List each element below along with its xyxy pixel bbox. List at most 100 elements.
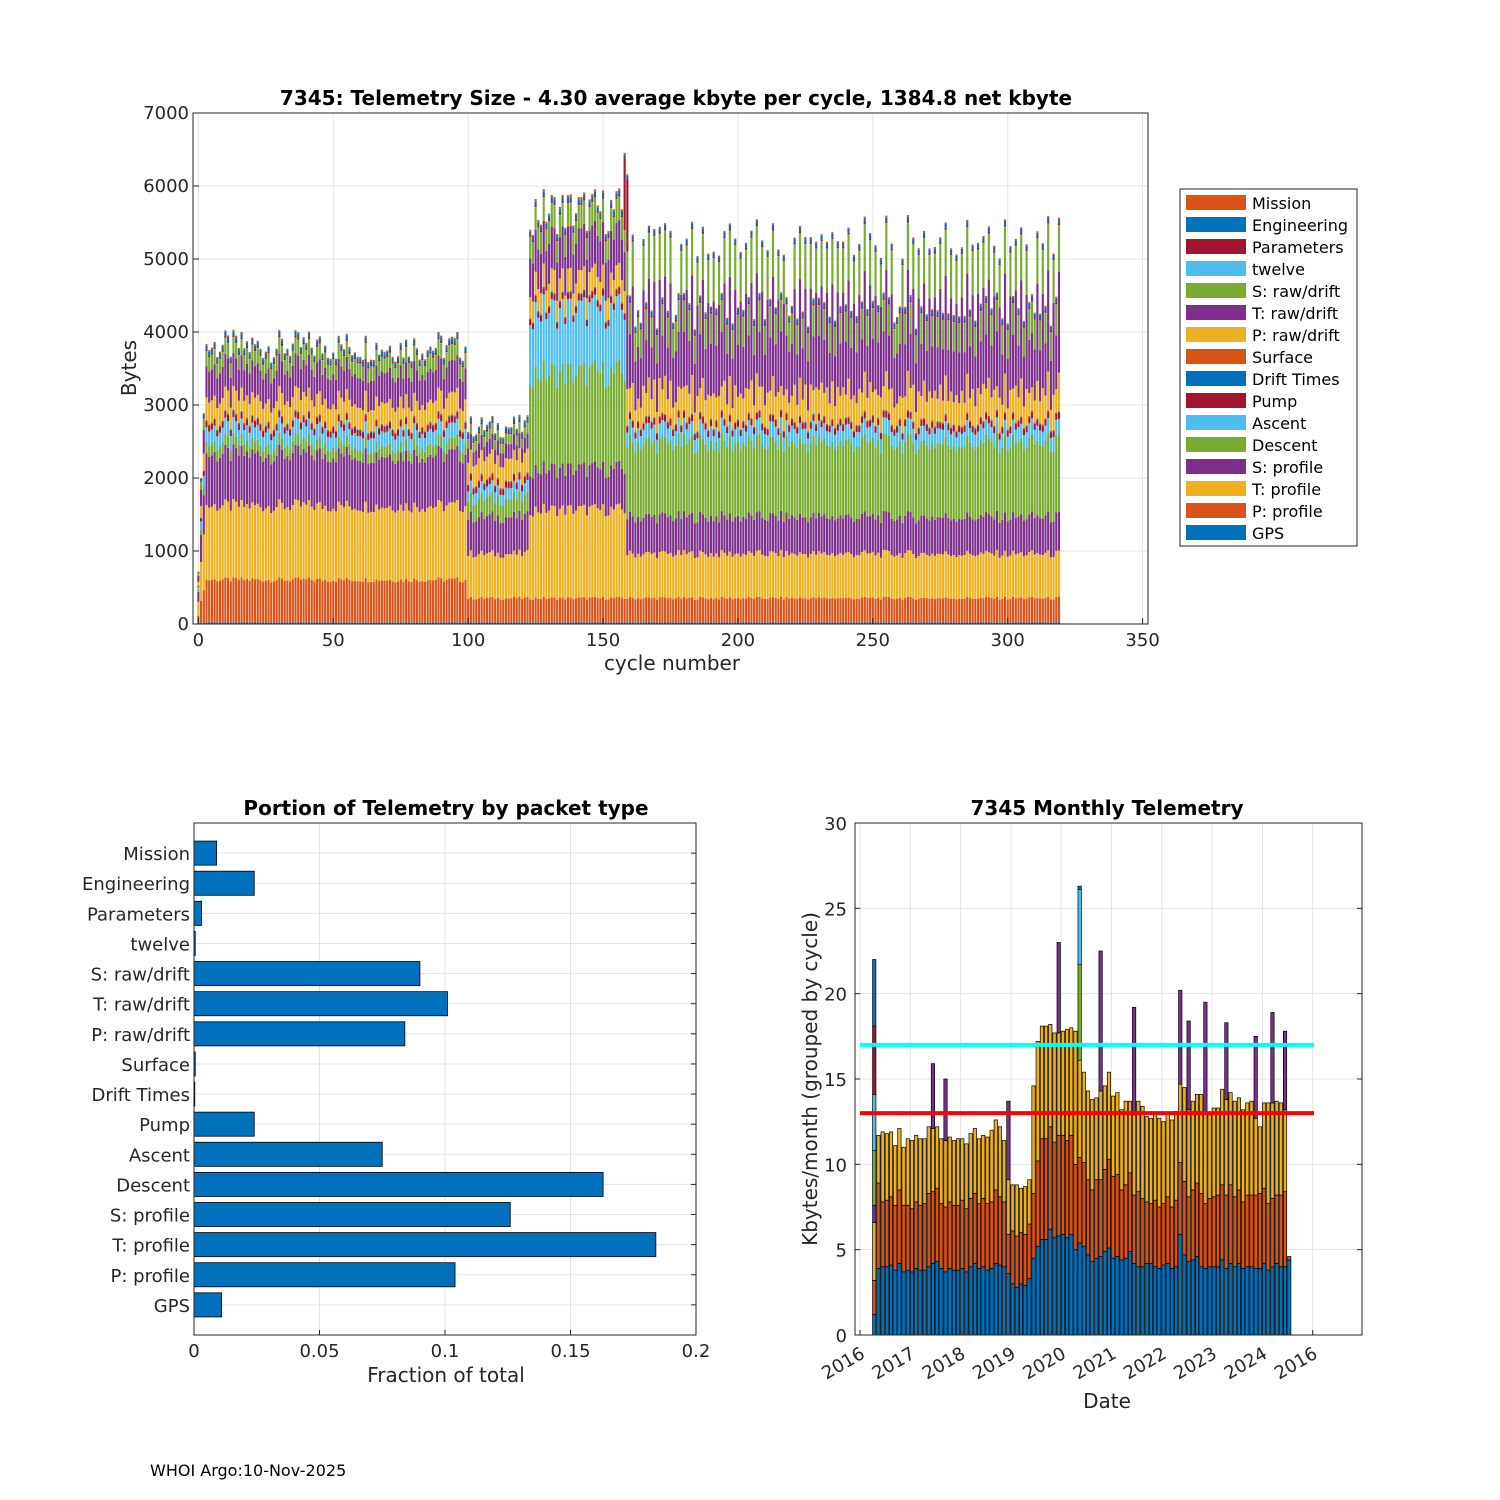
top-bar-segment	[566, 197, 570, 202]
top-bar-segment	[521, 555, 524, 599]
top-bar-segment	[569, 298, 572, 364]
top-bar-segment	[294, 622, 297, 624]
top-bar-segment	[396, 510, 400, 582]
top-bar-segment	[914, 622, 918, 624]
top-bar-segment	[502, 467, 505, 489]
top-bar-segment	[383, 432, 386, 448]
top-bar-segment	[548, 221, 551, 244]
top-bar-segment	[882, 331, 885, 387]
top-bar-segment	[1001, 555, 1004, 599]
top-bar-segment	[734, 622, 737, 624]
top-bar-segment	[885, 596, 888, 623]
top-bar-segment	[289, 360, 292, 363]
top-bar-segment	[550, 597, 553, 623]
top-bar-segment	[863, 511, 866, 551]
top-bar-segment	[496, 430, 499, 441]
top-bar-segment	[526, 473, 529, 480]
top-bar-segment	[372, 438, 375, 453]
top-bar-segment	[677, 300, 680, 332]
top-bar-segment	[380, 456, 383, 508]
top-bar-segment	[612, 280, 615, 303]
top-bar-segment	[904, 441, 907, 516]
top-bar-segment	[369, 431, 373, 432]
top-bar-segment	[405, 418, 408, 425]
top-bar-segment	[305, 420, 308, 427]
top-bar-segment	[785, 622, 788, 624]
top-bar-segment	[998, 307, 1001, 398]
top-bar-segment	[275, 430, 278, 446]
top-bar-segment	[655, 335, 659, 364]
top-bar-segment	[936, 311, 939, 316]
top-bar-segment	[747, 304, 750, 336]
top-bar-segment	[585, 238, 588, 260]
top-bar-segment	[1025, 245, 1028, 250]
top-bar-segment	[693, 440, 696, 455]
top-bar-segment	[272, 581, 276, 623]
top-bar-segment	[750, 231, 753, 236]
top-bar-segment	[766, 520, 769, 557]
top-bar-segment	[334, 431, 338, 432]
top-bar-segment	[766, 299, 769, 393]
top-bar-segment	[604, 241, 607, 263]
top-bar-segment	[402, 408, 405, 430]
top-bar-segment	[650, 443, 653, 518]
top-bar-segment	[259, 430, 262, 446]
top-bar-segment	[561, 597, 564, 623]
top-bar-segment	[456, 387, 459, 411]
top-bar-segment	[931, 421, 934, 428]
top-bar-segment	[634, 452, 637, 523]
top-bar-segment	[761, 240, 764, 242]
top-bar-segment	[278, 432, 281, 445]
top-bar-segment	[537, 310, 540, 312]
top-bar-segment	[208, 355, 211, 358]
top-bar-segment	[774, 419, 777, 420]
top-bar-segment	[833, 427, 837, 429]
top-bar-segment	[216, 450, 219, 462]
top-bar-segment	[995, 300, 999, 332]
top-bar-segment	[615, 289, 618, 297]
top-bar-segment	[717, 395, 721, 432]
top-bar-segment	[599, 373, 602, 470]
top-bar-segment	[324, 454, 327, 506]
top-bar-segment	[974, 427, 977, 429]
top-bar-segment	[693, 433, 696, 435]
top-bar-segment	[955, 303, 958, 396]
top-bar-segment	[221, 442, 224, 454]
top-bar-segment	[914, 433, 918, 435]
top-bar-segment	[879, 622, 883, 624]
top-bar-segment	[1030, 295, 1034, 300]
top-bar-segment	[359, 361, 362, 364]
top-bar-segment	[618, 622, 621, 624]
top-bar-segment	[448, 338, 451, 340]
top-bar-segment	[340, 420, 343, 422]
top-bar-segment	[807, 599, 810, 623]
top-bar-segment	[1009, 519, 1012, 556]
top-bar-segment	[432, 350, 435, 353]
top-bar-segment	[545, 313, 548, 320]
top-bar-segment	[898, 440, 901, 516]
top-bar-segment	[316, 622, 319, 624]
top-bar-segment	[496, 479, 499, 486]
top-bar-segment	[426, 357, 429, 372]
top-bar-segment	[405, 622, 408, 624]
top-bar-segment	[647, 230, 650, 233]
top-bar-segment	[580, 203, 583, 206]
top-bar-segment	[477, 426, 481, 428]
top-bar-segment	[210, 455, 213, 507]
top-bar-segment	[235, 501, 238, 579]
top-bar-segment	[545, 512, 548, 599]
top-bar-segment	[372, 366, 375, 381]
top-bar-segment	[591, 298, 594, 364]
top-bar-segment	[860, 416, 864, 423]
top-bar-segment	[1001, 447, 1004, 520]
top-bar-segment	[771, 230, 775, 277]
top-bar-segment	[353, 622, 356, 624]
top-bar-segment	[949, 556, 953, 599]
top-bar-segment	[332, 426, 335, 427]
top-bar-segment	[410, 382, 413, 412]
top-bar-segment	[224, 409, 227, 411]
top-bar-segment	[871, 300, 874, 303]
top-bar-segment	[321, 580, 324, 623]
top-bar-segment	[696, 622, 699, 624]
top-bar-segment	[944, 227, 947, 230]
